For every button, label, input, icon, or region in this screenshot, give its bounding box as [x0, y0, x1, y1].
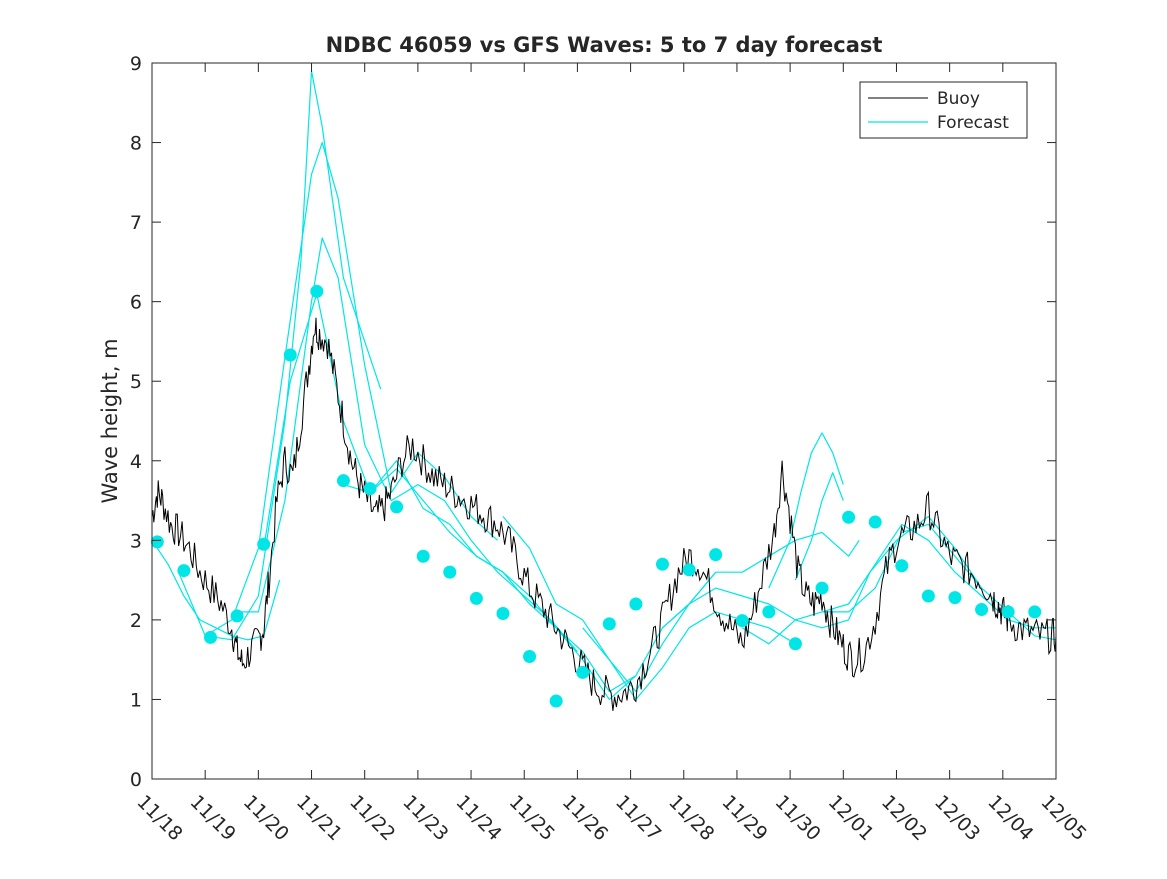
- forecast-point: [948, 591, 961, 604]
- forecast-point: [204, 631, 217, 644]
- y-axis-label: Wave height, m: [98, 338, 122, 503]
- forecast-point: [550, 695, 563, 708]
- forecast-point: [443, 566, 456, 579]
- forecast-point: [789, 637, 802, 650]
- y-tick-label: 8: [130, 133, 142, 155]
- legend-forecast-label: Forecast: [937, 113, 1009, 133]
- forecast-point: [762, 605, 775, 618]
- chart-figure: 0123456789 11/18 11/19 11/20 11/21 11/22 11/2…: [0, 0, 1167, 875]
- forecast-point: [816, 582, 829, 595]
- y-tick-label: 1: [130, 689, 142, 711]
- forecast-point: [496, 607, 509, 620]
- forecast-point: [257, 538, 270, 551]
- forecast-point: [656, 558, 669, 571]
- forecast-point: [310, 285, 323, 298]
- legend: Buoy Forecast: [860, 82, 1027, 138]
- forecast-point: [842, 511, 855, 524]
- y-tick-label: 5: [130, 371, 142, 393]
- forecast-point: [523, 650, 536, 663]
- forecast-point: [1002, 605, 1015, 618]
- forecast-point: [417, 550, 430, 563]
- y-tick-label: 9: [130, 53, 142, 75]
- forecast-point: [470, 592, 483, 605]
- forecast-point: [390, 500, 403, 513]
- y-tick-label: 7: [130, 212, 142, 234]
- chart-title: NDBC 46059 vs GFS Waves: 5 to 7 day fore…: [326, 33, 883, 57]
- forecast-point: [603, 617, 616, 630]
- forecast-point: [151, 535, 164, 548]
- forecast-point: [177, 564, 190, 577]
- y-tick-label: 2: [130, 610, 142, 632]
- forecast-point: [284, 348, 297, 361]
- legend-buoy-label: Buoy: [937, 89, 980, 109]
- forecast-point: [231, 609, 244, 622]
- forecast-point: [1028, 605, 1041, 618]
- forecast-point: [736, 614, 749, 627]
- forecast-point: [683, 563, 696, 576]
- forecast-point: [895, 559, 908, 572]
- y-tick-label: 4: [130, 451, 142, 473]
- forecast-point: [364, 482, 377, 495]
- plot-area: [152, 63, 1056, 779]
- y-tick-label: 6: [130, 292, 142, 314]
- chart-svg: 0123456789 11/1811/1911/2011/2111/2211/2…: [0, 0, 1167, 875]
- forecast-point: [337, 474, 350, 487]
- forecast-point: [576, 666, 589, 679]
- y-tick-label: 3: [130, 530, 142, 552]
- forecast-point: [869, 516, 882, 529]
- forecast-point: [975, 603, 988, 616]
- forecast-point: [922, 590, 935, 603]
- forecast-point: [709, 548, 722, 561]
- y-tick-label: 0: [130, 769, 142, 791]
- forecast-point: [629, 597, 642, 610]
